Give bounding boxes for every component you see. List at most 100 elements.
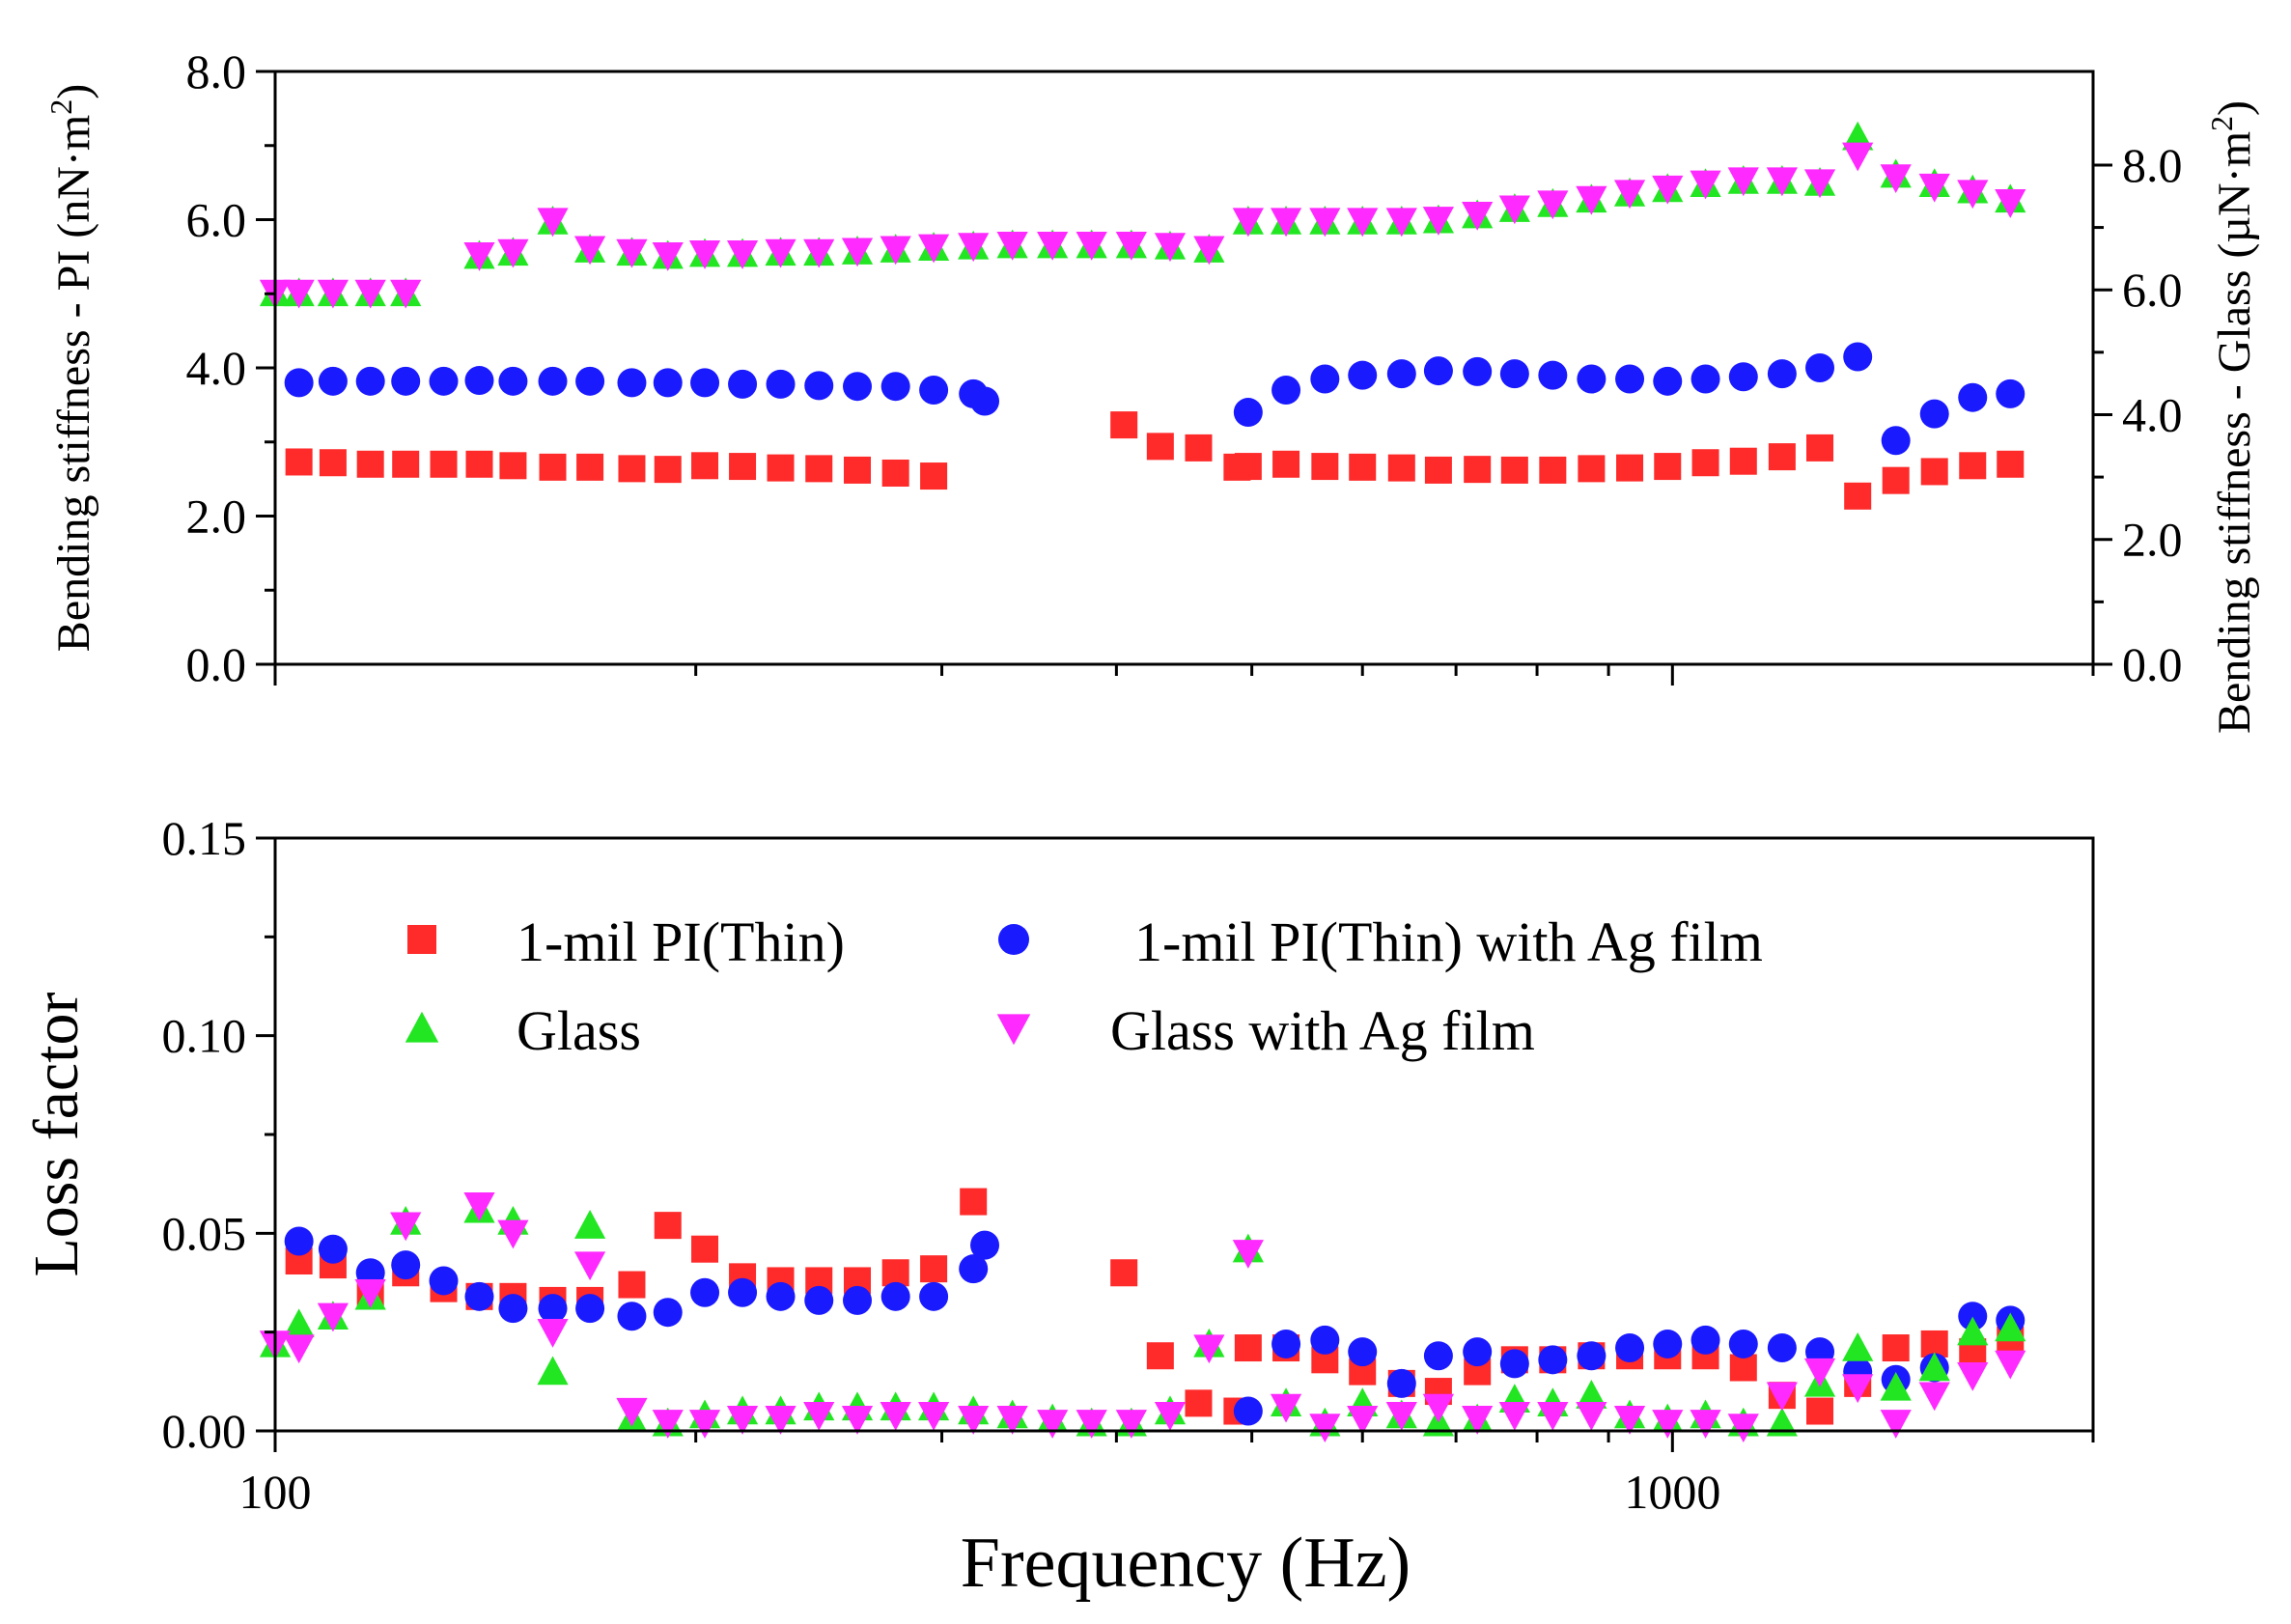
stiffness-point-pi xyxy=(1997,450,2025,478)
stiffness-point-pi-ag xyxy=(766,369,796,399)
stiffness-point-pi xyxy=(691,452,719,480)
stiffness-point-pi xyxy=(805,455,833,483)
stiffness-point-pi xyxy=(844,456,872,484)
stiffness-point-glass-ag xyxy=(573,236,606,266)
loss-point-pi-ag xyxy=(391,1250,421,1280)
stiffness-point-glass-ag xyxy=(1270,208,1302,238)
stiffness-point-glass-ag xyxy=(1613,180,1646,210)
stiffness-point-pi-ag xyxy=(970,386,1000,416)
loss-point-glass-ag xyxy=(1270,1393,1302,1423)
loss-point-pi-ag xyxy=(1728,1329,1758,1358)
loss-point-pi-ag xyxy=(1653,1329,1683,1358)
stiffness-right-axis: 0.0 2.0 4.0 6.0 8.0 xyxy=(2093,138,2183,691)
stiffness-point-glass-ag xyxy=(537,208,569,238)
loss-y-axis-tick-label: 0.15 xyxy=(162,811,247,865)
loss-y-axis: 0.00 0.05 0.10 0.15 xyxy=(162,811,275,1458)
stiffness-left-axis-tick-label: 0.0 xyxy=(186,637,247,691)
stiffness-point-pi xyxy=(920,462,948,490)
loss-point-glass xyxy=(1880,1371,1912,1401)
loss-point-pi-ag xyxy=(1271,1329,1301,1358)
stiffness-point-glass-ag xyxy=(463,241,495,271)
stiffness-point-glass-ag xyxy=(390,279,422,309)
stiffness-point-glass-ag xyxy=(317,279,349,309)
legend-marker-glass-ag xyxy=(996,1014,1031,1046)
stiffness-point-pi-ag xyxy=(1728,362,1758,392)
stiffness-point-pi-ag xyxy=(498,366,528,396)
loss-point-glass-ag xyxy=(573,1251,606,1281)
loss-x-axis-tick-label: 1000 xyxy=(1624,1465,1720,1519)
stiffness-point-pi xyxy=(1806,434,1834,462)
loss-point-pi-ag xyxy=(617,1302,647,1331)
loss-point-glass-ag xyxy=(803,1401,835,1431)
stiffness-point-pi xyxy=(1349,453,1377,481)
legend-label: 1-mil PI(Thin) xyxy=(517,910,845,973)
loss-point-pi-ag xyxy=(880,1281,910,1311)
stiffness-point-pi-ag xyxy=(1423,356,1453,386)
loss-point-pi-ag xyxy=(1577,1341,1606,1371)
stiffness-right-axis-tick-label: 0.0 xyxy=(2122,637,2183,691)
loss-point-glass-ag xyxy=(1309,1414,1341,1443)
stiffness-point-glass-ag xyxy=(1076,231,1107,261)
loss-point-glass xyxy=(1918,1352,1950,1382)
loss-y-axis-title: Loss factor xyxy=(21,992,92,1276)
loss-point-glass-ag xyxy=(958,1406,990,1435)
stiffness-point-pi-ag xyxy=(1310,364,1340,394)
loss-point-glass-ag xyxy=(765,1406,796,1435)
stiffness-point-glass-ag xyxy=(1957,180,1989,210)
loss-point-glass xyxy=(1957,1316,1989,1346)
loss-point-glass-ag xyxy=(841,1406,874,1435)
stiffness-point-pi xyxy=(1387,454,1415,482)
stiffness-point-pi xyxy=(729,453,757,481)
stiffness-point-glass-ag xyxy=(497,238,529,268)
loss-point-glass-ag xyxy=(1880,1410,1912,1439)
stiffness-point-glass-ag xyxy=(996,231,1028,261)
loss-point-pi xyxy=(960,1188,988,1216)
stiffness-point-glass-ag xyxy=(1842,142,1874,172)
loss-point-pi-ag xyxy=(1310,1325,1340,1355)
stiffness-right-axis-title: Bending stiffness - Glass (µN·m2) xyxy=(2204,100,2260,734)
loss-point-glass-ag xyxy=(354,1279,386,1308)
stiffness-point-glass-ag xyxy=(958,233,990,263)
loss-point-glass-ag xyxy=(1076,1410,1107,1439)
loss-point-pi-ag xyxy=(1767,1333,1797,1363)
stiffness-point-pi xyxy=(1464,456,1492,484)
stiffness-left-axis-tick-label: 6.0 xyxy=(186,193,247,247)
stiffness-point-pi xyxy=(1844,482,1872,510)
stiffness-point-pi xyxy=(465,450,493,478)
loss-point-glass-ag xyxy=(652,1410,684,1439)
stiffness-point-glass-ag xyxy=(1918,173,1950,203)
stiffness-x-axis xyxy=(273,664,2095,686)
stiffness-point-glass-ag xyxy=(1385,208,1417,238)
loss-point-pi xyxy=(1882,1334,1910,1362)
stiffness-left-axis-tick-label: 4.0 xyxy=(186,341,247,395)
loss-point-glass xyxy=(1766,1407,1798,1437)
stiffness-point-pi-ag xyxy=(1919,399,1949,429)
legend-label: 1-mil PI(Thin) with Ag film xyxy=(1134,910,1763,973)
loss-point-glass-ag xyxy=(1766,1382,1798,1412)
loss-point-glass-ag xyxy=(1115,1410,1147,1439)
loss-point-glass-ag xyxy=(616,1397,648,1427)
stiffness-point-glass-ag xyxy=(1880,164,1912,193)
loss-marks xyxy=(259,1188,2026,1443)
stiffness-point-glass-ag xyxy=(918,234,950,264)
stiffness-point-glass-ag xyxy=(1193,236,1225,266)
loss-point-pi-ag xyxy=(970,1230,1000,1260)
stiffness-point-pi xyxy=(1729,447,1757,475)
stiffness-point-pi-ag xyxy=(1499,359,1529,389)
loss-point-glass xyxy=(1842,1331,1874,1361)
stiffness-point-pi-ag xyxy=(690,368,720,398)
stiffness-point-pi-ag xyxy=(391,366,421,396)
stiffness-point-pi xyxy=(1959,452,1987,480)
loss-point-pi xyxy=(691,1235,719,1263)
stiffness-point-pi xyxy=(392,450,420,478)
loss-point-glass-ag xyxy=(283,1334,315,1364)
stiffness-point-pi-ag xyxy=(1233,398,1263,428)
loss-point-glass-ag xyxy=(1037,1410,1069,1439)
stiffness-point-pi xyxy=(356,450,384,478)
loss-point-glass-ag xyxy=(1803,1358,1836,1387)
stiffness-point-pi xyxy=(499,452,527,480)
loss-point-pi-ag xyxy=(919,1281,949,1311)
loss-point-pi xyxy=(1110,1259,1138,1287)
loss-point-pi-ag xyxy=(690,1277,720,1307)
loss-point-glass xyxy=(573,1210,606,1239)
